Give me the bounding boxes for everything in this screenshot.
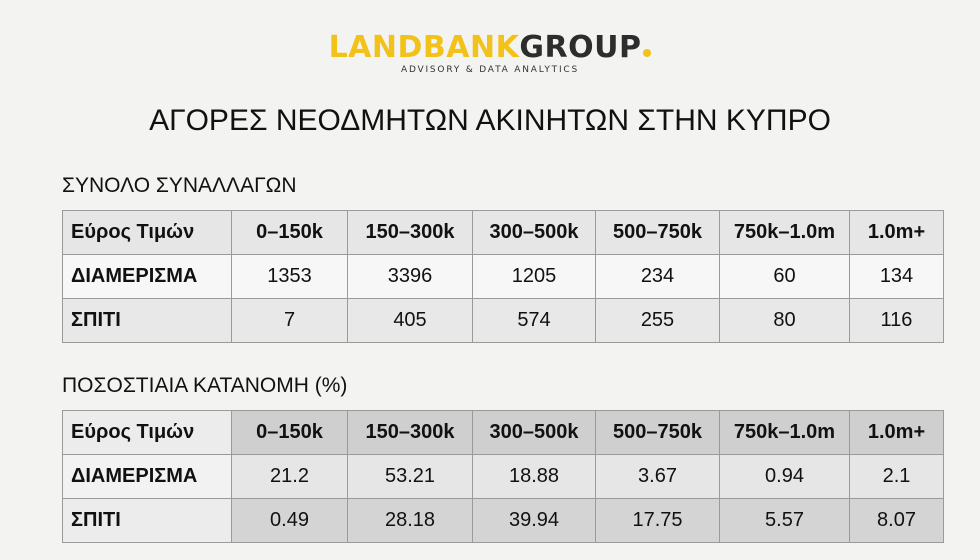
header-cell: 0–150k [231, 410, 348, 455]
header-cell: 750k–1.0m [719, 210, 850, 255]
data-table: Εύρος Τιμών 0–150k 150–300k 300–500k 500–750… [62, 210, 944, 343]
value-cell: 5.57 [719, 498, 850, 543]
value-cell: 3.67 [595, 454, 720, 499]
value-cell: 8.07 [849, 498, 944, 543]
row-label: ΣΠΙΤΙ [62, 298, 232, 343]
value-cell: 7 [231, 298, 348, 343]
value-cell: 0.94 [719, 454, 850, 499]
logo: LANDBANKGROUP [0, 30, 980, 65]
logo-secondary: GROUP [519, 30, 642, 65]
header-cell: 150–300k [347, 410, 473, 455]
value-cell: 17.75 [595, 498, 720, 543]
tagline: ADVISORY & DATA ANALYTICS [400, 65, 579, 75]
value-cell: 18.88 [472, 454, 596, 499]
header-cell: 150–300k [347, 210, 473, 255]
row-label: ΔΙΑΜΕΡΙΣΜΑ [62, 254, 232, 299]
row-label: ΔΙΑΜΕΡΙΣΜΑ [62, 454, 232, 499]
data-row: ΣΠΙΤΙ 0.49 28.18 39.94 17.75 5.57 8.07 [62, 498, 944, 543]
header-cell: 500–750k [595, 410, 720, 455]
header-row: Εύρος Τιμών 0–150k 150–300k 300–500k 500–750… [62, 210, 944, 255]
row-label: ΣΠΙΤΙ [62, 498, 232, 543]
logo-dot [643, 49, 652, 57]
value-cell: 0.49 [231, 498, 348, 543]
value-cell: 116 [849, 298, 944, 343]
value-cell: 405 [347, 298, 473, 343]
section-heading: ΠΟΣΟΣΤΙΑΙΑ ΚΑΤΑΝΟΜΗ (%) [62, 374, 348, 397]
header-cell: 1.0m+ [849, 210, 944, 255]
value-cell: 234 [595, 254, 720, 299]
header-row: Εύρος Τιμών 0–150k 150–300k 300–500k 500–750… [62, 410, 944, 455]
header-cell: 0–150k [231, 210, 348, 255]
value-cell: 21.2 [231, 454, 348, 499]
value-cell: 80 [719, 298, 850, 343]
header-cell: 750k–1.0m [719, 410, 850, 455]
header-cell: 500–750k [595, 210, 720, 255]
data-row: ΣΠΙΤΙ 7 405 574 255 80 116 [62, 298, 944, 343]
header-cell: 300–500k [472, 210, 596, 255]
value-cell: 255 [595, 298, 720, 343]
value-cell: 1205 [472, 254, 596, 299]
data-row: ΔΙΑΜΕΡΙΣΜΑ 1353 3396 1205 234 60 134 [62, 254, 944, 299]
value-cell: 3396 [347, 254, 473, 299]
data-table: Εύρος Τιμών 0–150k 150–300k 300–500k 500–750… [62, 410, 944, 543]
header-cell: Εύρος Τιμών [62, 410, 232, 455]
value-cell: 1353 [231, 254, 348, 299]
value-cell: 28.18 [347, 498, 473, 543]
value-cell: 53.21 [347, 454, 473, 499]
value-cell: 134 [849, 254, 944, 299]
header-cell: Εύρος Τιμών [62, 210, 232, 255]
value-cell: 60 [719, 254, 850, 299]
section-heading: ΣΥΝΟΛΟ ΣΥΝΑΛΛΑΓΩΝ [62, 174, 297, 197]
value-cell: 39.94 [472, 498, 596, 543]
value-cell: 574 [472, 298, 596, 343]
title: ΑΓΟΡΕΣ ΝΕΟΔΜΗΤΩΝ ΑΚΙΝΗΤΩΝ ΣΤΗΝ ΚΥΠΡΟ [149, 104, 831, 137]
header-cell: 1.0m+ [849, 410, 944, 455]
logo-primary: LANDBANK [328, 30, 520, 65]
header-cell: 300–500k [472, 410, 596, 455]
data-row: ΔΙΑΜΕΡΙΣΜΑ 21.2 53.21 18.88 3.67 0.94 2.1 [62, 454, 944, 499]
value-cell: 2.1 [849, 454, 944, 499]
